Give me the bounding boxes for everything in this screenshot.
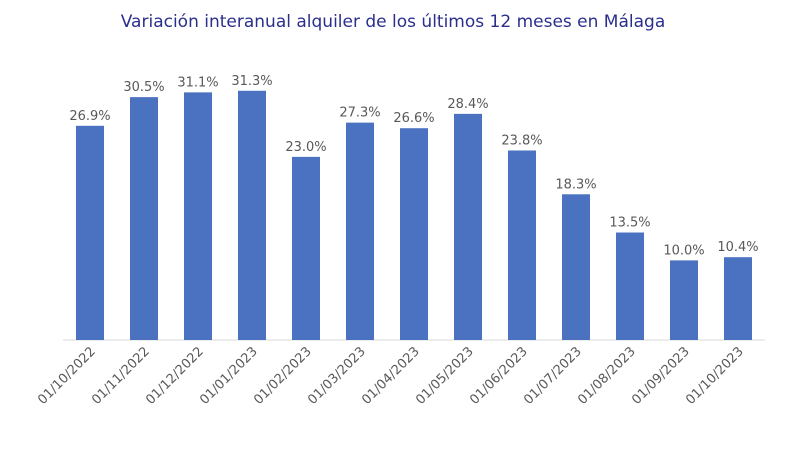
data-label: 10.0% [663, 243, 704, 258]
bar [238, 90, 266, 341]
bar [562, 194, 590, 340]
bar [400, 128, 428, 340]
data-label: 23.8% [501, 133, 542, 148]
bar [454, 113, 482, 340]
data-label: 23.0% [285, 140, 326, 155]
bar [616, 232, 644, 340]
bar [670, 260, 698, 340]
data-label: 28.4% [447, 97, 488, 112]
bar [292, 156, 320, 340]
bar [508, 150, 536, 340]
bar [724, 257, 752, 340]
bar [184, 92, 212, 340]
data-label: 10.4% [717, 240, 758, 255]
chart-title: Variación interanual alquiler de los últ… [120, 12, 666, 32]
data-label: 30.5% [123, 80, 164, 95]
bar [346, 122, 374, 340]
x-tick-label: 01/10/2023 [683, 344, 747, 408]
bar [76, 125, 104, 341]
data-label: 31.3% [231, 74, 272, 89]
data-label: 26.9% [69, 109, 110, 124]
data-label: 18.3% [555, 177, 596, 192]
bar [130, 97, 158, 341]
data-label: 26.6% [393, 111, 434, 126]
data-label: 31.1% [177, 75, 218, 90]
data-label: 13.5% [609, 216, 650, 231]
data-label: 27.3% [339, 106, 380, 121]
